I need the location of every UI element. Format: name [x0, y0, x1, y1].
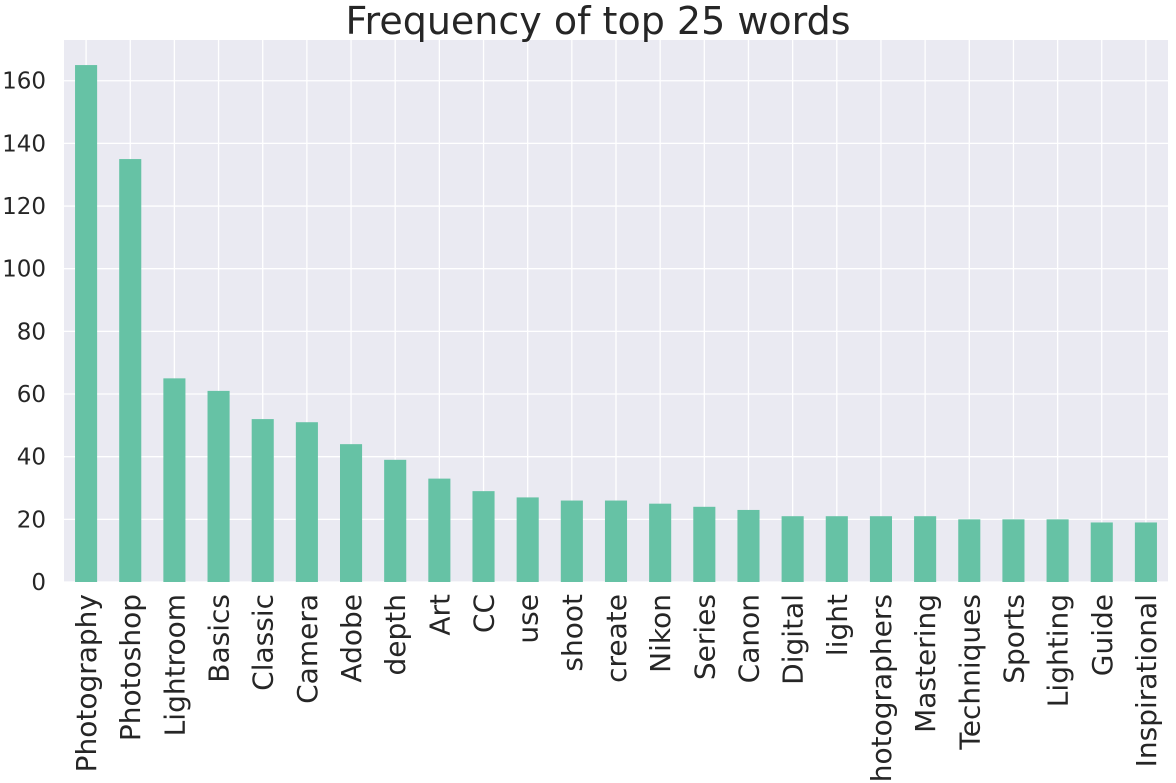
- bar-photoshop: [119, 159, 142, 583]
- bar-photographers: [869, 516, 892, 582]
- bar-mastering: [914, 516, 937, 582]
- y-tick-label: 160: [2, 69, 46, 95]
- x-axis-ticks: Photography Photoshop Lightroom Basics Class…: [70, 594, 1163, 783]
- y-tick-label: 60: [17, 382, 46, 408]
- y-tick-label: 0: [31, 570, 46, 596]
- bar-photography: [75, 65, 98, 582]
- y-tick-label: 80: [17, 319, 46, 345]
- bar-classic: [251, 419, 274, 582]
- bars: [75, 65, 1157, 583]
- bar-adobe: [340, 444, 363, 582]
- y-tick-label: 20: [17, 507, 46, 533]
- chart-title: Frequency of top 25 words: [345, 0, 850, 43]
- x-tick-label: CC: [468, 594, 501, 633]
- y-tick-label: 140: [2, 131, 46, 157]
- bar-digital: [781, 516, 804, 582]
- x-tick-label: Nikon: [644, 594, 677, 673]
- bar-create: [604, 500, 628, 582]
- x-tick-label: shoot: [556, 594, 589, 672]
- x-tick-label: depth: [379, 594, 412, 676]
- x-tick-label: create: [600, 594, 633, 683]
- bar-depth: [384, 459, 407, 582]
- bar-use: [516, 497, 539, 582]
- bar-inspirational: [1134, 522, 1157, 582]
- bar-art: [428, 478, 451, 582]
- bar-sports: [1002, 519, 1025, 582]
- bar-lightroom: [163, 378, 186, 582]
- x-tick-label: Sports: [997, 594, 1030, 684]
- x-tick-label: Digital: [777, 594, 810, 685]
- bar-lighting: [1046, 519, 1069, 582]
- bar-shoot: [560, 500, 583, 582]
- y-tick-label: 40: [17, 445, 46, 471]
- x-tick-label: Adobe: [335, 594, 368, 683]
- x-tick-label: Techniques: [953, 594, 986, 751]
- x-tick-label: Photography: [70, 594, 103, 772]
- x-tick-label: Art: [423, 594, 456, 636]
- bar-guide: [1090, 522, 1113, 582]
- x-tick-label: Inspirational: [1130, 594, 1163, 767]
- x-tick-label: Classic: [247, 594, 280, 691]
- y-tick-label: 120: [2, 194, 46, 220]
- y-tick-label: 100: [2, 257, 46, 283]
- x-tick-label: Photographers: [865, 594, 898, 783]
- bar-techniques: [958, 519, 981, 582]
- bar-basics: [207, 390, 230, 582]
- x-tick-label: Basics: [203, 594, 236, 683]
- x-tick-label: Mastering: [909, 594, 942, 733]
- x-tick-label: use: [512, 594, 545, 644]
- x-tick-label: Guide: [1086, 594, 1119, 676]
- bar-series: [693, 506, 716, 582]
- bar-light: [825, 516, 848, 582]
- bar-camera: [295, 422, 318, 582]
- x-tick-label: Series: [688, 594, 721, 680]
- x-tick-label: light: [821, 594, 854, 656]
- bar-canon: [737, 509, 760, 582]
- bar-nikon: [649, 503, 672, 582]
- bar-cc: [472, 491, 495, 582]
- x-tick-label: Canon: [732, 594, 765, 683]
- x-tick-label: Photoshop: [114, 594, 147, 741]
- y-axis-ticks: 0 20 40 60 80 100 120 140 160: [2, 69, 46, 596]
- x-tick-label: Lighting: [1042, 594, 1075, 707]
- x-tick-label: Camera: [291, 594, 324, 704]
- x-tick-label: Lightroom: [158, 594, 191, 736]
